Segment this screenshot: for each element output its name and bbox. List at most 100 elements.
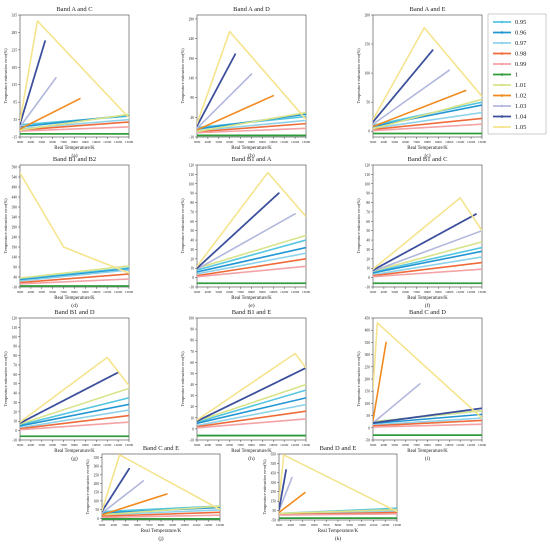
y-axis-label: Temperature estimation error(%) [3,48,8,104]
y-axis-label: Temperature estimation error(%) [356,48,361,104]
y-tick-label: 140 [12,256,18,260]
series-line-0-96 [197,246,306,273]
x-tick-label: 10000 [357,523,366,527]
series-line-1-05 [20,356,129,423]
series-line-0-98 [20,121,129,131]
y-tick-label: 30 [190,248,194,252]
series-group [373,322,482,437]
y-tick-label: -10 [365,286,370,290]
y-tick-label: 90 [190,328,194,332]
x-tick-label: 7000 [60,290,67,294]
chart-panel-h: Band B1 and E -10 0 10 20 30 40 50 60 70 80 90 100 30… [180,309,310,462]
x-tick-label: 7000 [237,443,244,447]
y-tick-label: 0 [192,427,194,431]
x-tick-label: 4000 [381,290,388,294]
panel-caption: (h) [248,455,255,462]
x-tick-label: 11000 [456,443,464,447]
x-tick-label: 11000 [280,290,288,294]
x-tick-label: 9000 [435,443,442,447]
x-tick-label: 11000 [369,523,377,527]
y-tick-label: -50 [365,439,370,443]
series-line-1-01 [20,387,129,425]
series-line-1-03 [197,213,296,270]
y-axis-label: Temperature estimation error(%) [180,198,185,254]
y-tick-label: 0 [368,276,370,280]
x-tick-label: 4000 [111,523,118,527]
series-line-1-05 [102,454,220,512]
x-tick-label: 10000 [269,140,278,144]
plot-area [19,164,130,288]
y-tick-label: 50 [190,372,194,376]
x-tick-label: 12000 [291,140,300,144]
series-group [20,172,129,287]
x-tick-label: 9000 [259,290,266,294]
x-tick-label: 5000 [392,443,399,447]
y-tick-label: 140 [189,76,195,80]
legend-label: 0.97 [515,40,527,47]
y-tick-label: 120 [12,317,18,321]
legend-label: 1.01 [515,82,526,89]
series-line-1-04 [279,469,287,511]
x-tick-label: 12000 [291,290,300,294]
y-tick-label: 80 [190,201,194,205]
x-tick-label: 13000 [125,443,134,447]
y-tick-label: 10 [13,420,17,424]
x-tick-label: 9000 [82,290,89,294]
series-line-1-02 [373,341,387,422]
y-axis-label: Temperature estimation error(%) [180,351,185,407]
series-line-1-04 [20,40,46,125]
series-line-1-01 [20,265,129,279]
series-line-1-05 [373,26,482,121]
y-tick-label: 10 [190,416,194,420]
x-tick-label: 6000 [402,443,409,447]
series-group [197,352,306,437]
x-tick-label: 3000 [17,443,24,447]
series-line-0-98 [197,258,306,277]
x-tick-label: 13000 [125,290,134,294]
y-axis-label: Temperature estimation error(%) [262,459,267,515]
x-axis-label: Real Temperature/K [231,296,272,301]
series-line-1-03 [102,480,145,514]
series-line-1-05 [373,322,482,419]
x-tick-label: 9000 [259,140,266,144]
x-tick-label: 6000 [226,443,233,447]
legend: 0.95 0.96 0.97 0.98 0.99 1 1.01 1.02 1.03 1.04 1.0… [487,13,547,135]
chart-panel-c: Band A and E 0 50 100 150 200 3000 4000 5000 6000… [356,6,486,159]
series-line-1-05 [197,352,306,421]
y-tick-label: 70 [190,210,194,214]
x-tick-label: 3000 [370,290,377,294]
y-tick-label: 590 [12,166,18,170]
series-line-0-98 [197,122,306,133]
y-tick-label: 90 [190,96,194,100]
y-tick-label: 30 [13,401,17,405]
series-line-1-03 [20,76,57,128]
panel-caption: (f) [425,302,431,309]
y-axis-label: Temperature estimation error(%) [85,459,90,515]
y-tick-label: 340 [12,216,18,220]
series-line-0-96 [373,104,482,128]
x-axis-label: Real Temperature/K [318,529,359,534]
chart-panel-f: Band B1 and C -10 0 10 20 30 40 50 60 70 80 90 100 11… [356,156,486,309]
x-tick-label: 8000 [424,290,431,294]
y-tick-label: 70 [13,363,17,367]
x-tick-label: 5000 [216,140,223,144]
y-tick-label: 450 [365,317,371,321]
y-tick-label: 30 [366,248,370,252]
y-tick-label: 80 [366,201,370,205]
x-tick-label: 9000 [82,140,89,144]
x-tick-label: 9000 [347,523,354,527]
y-tick-label: 290 [12,226,18,230]
series-line-0-98 [102,511,220,517]
y-tick-label: 120 [365,164,371,168]
x-tick-label: 3000 [17,140,24,144]
series-line-1-04 [102,467,131,513]
x-tick-label: 5000 [39,140,46,144]
x-tick-label: 5000 [392,140,399,144]
x-tick-label: 10000 [269,290,278,294]
x-tick-label: 4000 [381,443,388,447]
chart-title: Band B1 and D [54,309,95,316]
chart-panel-b: Band A and D -10 40 90 140 190 240 290 3000 4000 5… [180,6,310,159]
y-tick-label: 20 [190,257,194,261]
series-line-1-03 [373,383,421,424]
x-tick-label: 8000 [424,140,431,144]
